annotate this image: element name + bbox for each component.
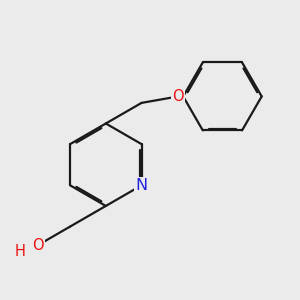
Text: N: N	[136, 178, 148, 193]
Text: H: H	[15, 244, 26, 259]
Text: O: O	[32, 238, 44, 253]
Text: O: O	[172, 89, 184, 104]
